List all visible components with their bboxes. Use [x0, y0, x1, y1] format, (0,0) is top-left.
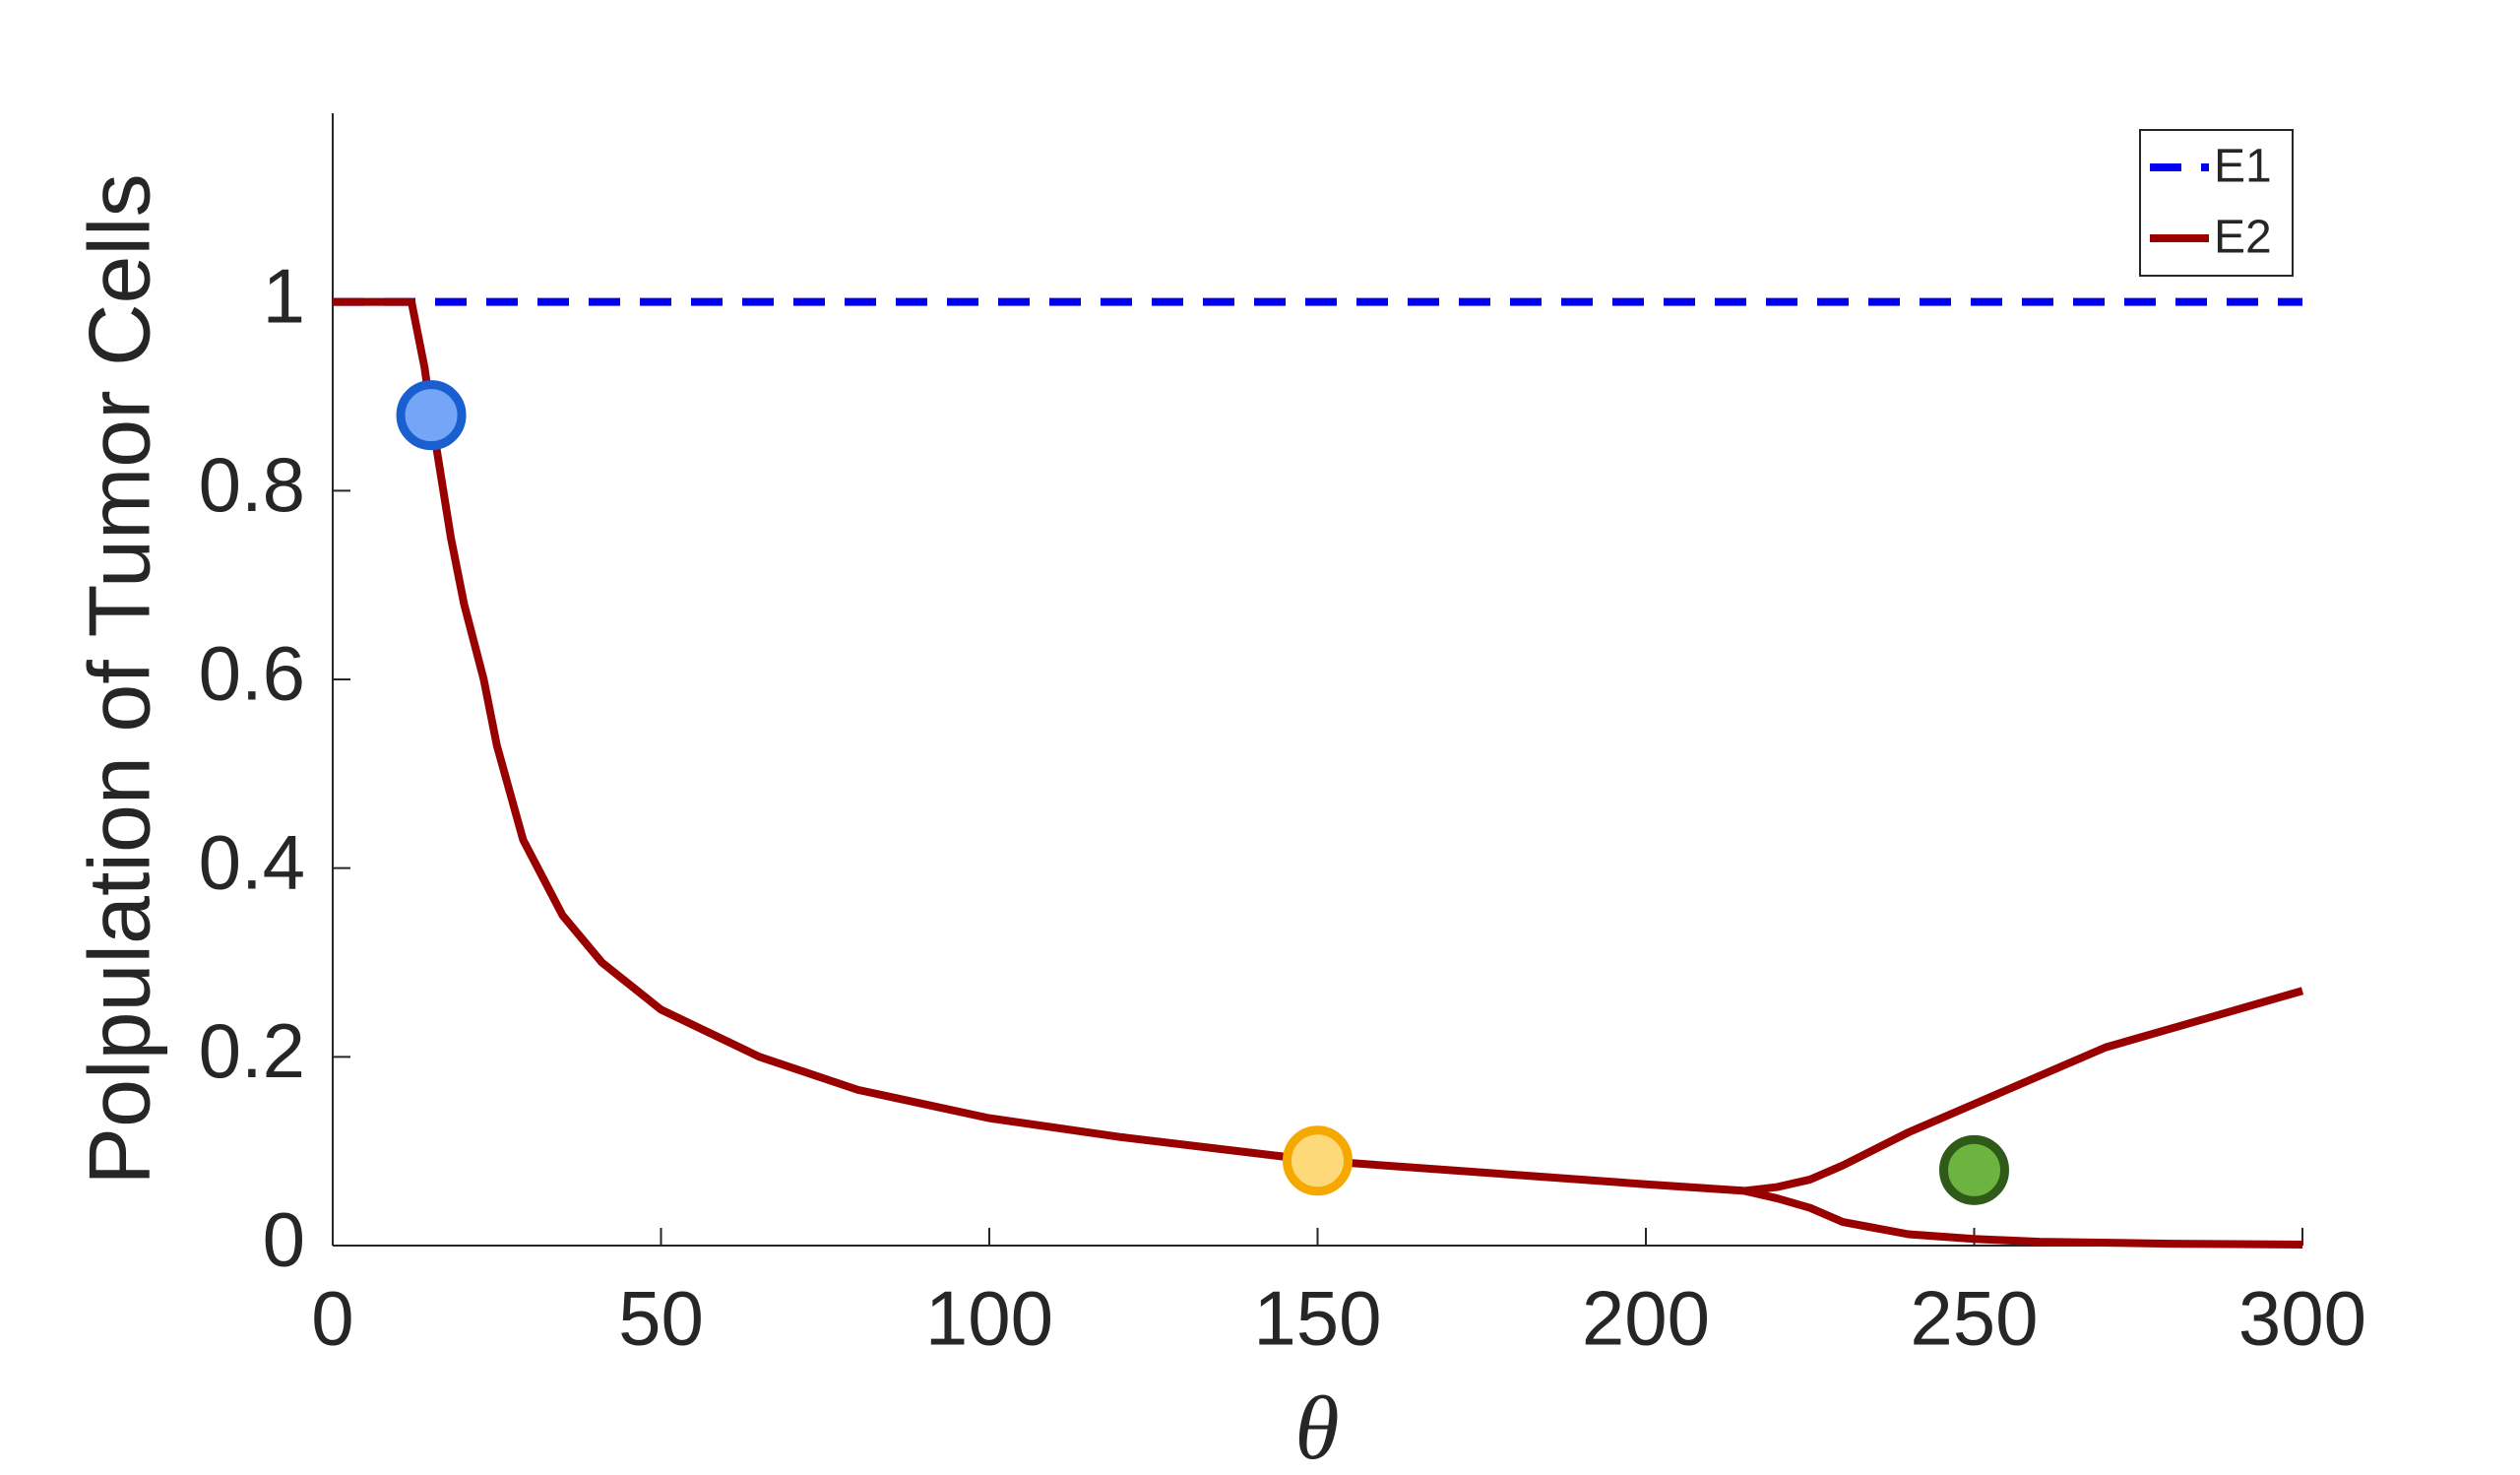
x-axis-label: θ [1294, 1378, 1339, 1475]
x-tick-label: 50 [618, 1275, 704, 1362]
x-tick-label: 200 [1582, 1275, 1710, 1362]
x-tick-label: 250 [1910, 1275, 2038, 1362]
y-tick-label: 0.2 [199, 1007, 305, 1094]
legend-label: E2 [2214, 212, 2272, 264]
series-line [333, 297, 2304, 1250]
y-tick-label: 0.4 [199, 818, 305, 905]
x-tick-label: 100 [925, 1275, 1053, 1362]
marker [1939, 1134, 2009, 1205]
x-tick-label: 0 [311, 1275, 353, 1362]
marker [396, 380, 467, 451]
y-tick-label: 1 [263, 252, 305, 339]
y-tick-label: 0 [263, 1196, 305, 1283]
legend-box [2139, 129, 2294, 277]
legend-label: E1 [2214, 141, 2272, 193]
y-tick-label: 0.8 [199, 441, 305, 528]
x-tick-label: 150 [1253, 1275, 1381, 1362]
x-tick-label: 300 [2238, 1275, 2366, 1362]
marker [1283, 1125, 1353, 1196]
y-axis-label: Polpulation of Tumor Cells [70, 173, 167, 1185]
y-tick-label: 0.6 [199, 630, 305, 717]
